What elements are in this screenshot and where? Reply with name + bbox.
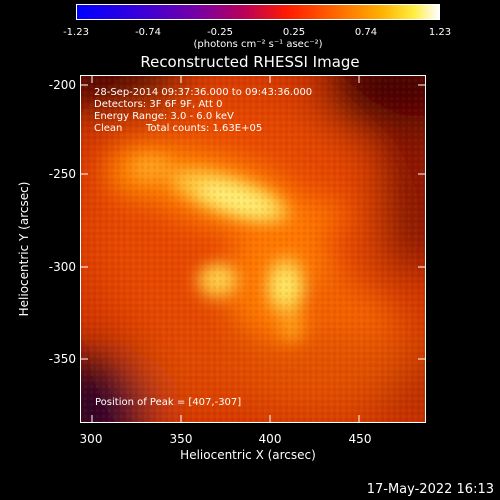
colorbar-tick-label: -0.25 [207,27,233,38]
method-label: Clean [94,123,123,134]
x-tick-label: 300 [79,432,103,446]
rhessi-image-render [81,76,425,422]
plot-title: Reconstructed RHESSI Image [140,53,360,71]
colorbar-unit-label: (photons cm⁻² s⁻¹ asec⁻²) [193,39,323,50]
total-counts-label: Total counts: 1.63E+05 [146,123,263,134]
x-tick-label: 450 [348,432,372,446]
y-tick-label: -200 [48,78,76,92]
y-tick-label: -300 [48,260,76,274]
x-tick-label: 350 [169,432,193,446]
time-range-label: 28-Sep-2014 09:37:36.000 to 09:43:36.000 [94,87,313,98]
peak-position-label: Position of Peak = [407,-307] [95,397,242,408]
y-axis-label: Heliocentric Y (arcsec) [17,181,31,317]
footer-date: 17-May-2022 16:13 [366,482,494,497]
colorbar-tick-label: 0.74 [354,27,378,38]
y-tick-label: -250 [48,167,76,181]
y-tick-label: -350 [48,352,76,366]
x-tick-label: 400 [258,432,282,446]
colorbar [76,4,440,20]
x-axis-label: Heliocentric X (arcsec) [180,448,316,462]
detectors-label: Detectors: 3F 6F 9F, Att 0 [94,99,223,110]
colorbar-tick-label: -1.23 [63,27,89,38]
solar-image [80,75,426,423]
colorbar-tick-label: -0.74 [135,27,161,38]
colorbar-tick-label: 1.23 [428,27,452,38]
colorbar-tick-label: 0.25 [282,27,306,38]
energy-range-label: Energy Range: 3.0 - 6.0 keV [94,111,234,122]
